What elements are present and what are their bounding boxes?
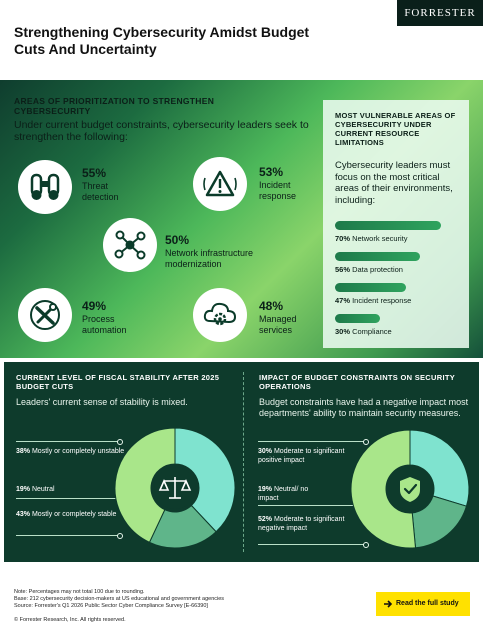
impact-label-negative: 52% Moderate to significant negative imp… bbox=[258, 516, 345, 532]
priority-label-threat-detection: Threat detection bbox=[82, 181, 119, 202]
priority-label-managed: Managed services bbox=[259, 314, 297, 335]
cta-label: Read the full study bbox=[396, 600, 459, 607]
copyright: © Forrester Research, Inc. All rights re… bbox=[14, 617, 126, 623]
fiscal-donut-slice-2 bbox=[114, 427, 176, 543]
fiscal-donut-slice-0 bbox=[174, 427, 236, 533]
network-icon bbox=[103, 218, 157, 272]
impact-donut-chart bbox=[350, 429, 470, 549]
read-full-study-button[interactable]: Read the full study bbox=[376, 592, 470, 616]
panel-divider bbox=[243, 372, 244, 552]
shield-check-icon bbox=[389, 468, 431, 510]
priorities-heading: AREAS OF PRIORITIZATION TO STRENGTHEN CY… bbox=[14, 96, 215, 116]
vulnerable-bar-label: 70% Network security bbox=[335, 234, 408, 243]
fiscal-leader-neutral bbox=[16, 496, 123, 502]
footer-note-source: Source: Forrester's Q1 2026 Public Secto… bbox=[14, 603, 208, 609]
vulnerable-bar-label: 56% Data protection bbox=[335, 265, 403, 274]
cloud-gear-icon bbox=[193, 288, 247, 342]
vulnerable-bar bbox=[335, 283, 406, 292]
fiscal-leader-stable bbox=[16, 533, 123, 539]
priority-pct-threat-detection: 55% bbox=[82, 166, 107, 180]
vulnerable-title: MOST VULNERABLE AREAS OF CYBERSECURITY U… bbox=[335, 111, 456, 147]
impact-donut-slice-0 bbox=[409, 429, 470, 507]
priority-pct-network: 50% bbox=[165, 233, 190, 247]
footer-notes: Note: Percentages may not total 100 due … bbox=[14, 589, 314, 610]
footer-note-base: Base: 212 cybersecurity decision-makers … bbox=[14, 596, 225, 602]
vulnerable-bar bbox=[335, 221, 441, 230]
vulnerable-bar bbox=[335, 314, 380, 323]
fiscal-subtitle: Leaders' current sense of stability is m… bbox=[16, 397, 188, 407]
fiscal-label-unstable: 38% Mostly or completely unstable bbox=[16, 448, 125, 455]
warning-icon bbox=[193, 157, 247, 211]
impact-title: IMPACT OF BUDGET CONSTRAINTS ON SECURITY… bbox=[259, 373, 455, 391]
footer-note-rounding: Note: Percentages may not total 100 due … bbox=[14, 589, 145, 595]
vulnerable-subtitle: Cybersecurity leaders must focus on the … bbox=[335, 160, 453, 206]
arrow-right-icon bbox=[384, 600, 393, 608]
tools-icon bbox=[18, 288, 72, 342]
page-title: Strengthening Cybersecurity Amidst Budge… bbox=[14, 24, 310, 57]
priority-pct-automation: 49% bbox=[82, 299, 107, 313]
vulnerable-bar bbox=[335, 252, 420, 261]
forrester-logo[interactable]: FORRESTER bbox=[397, 0, 483, 26]
priority-pct-incident-response: 53% bbox=[259, 165, 284, 179]
vulnerable-bar-label: 47% Incident response bbox=[335, 296, 412, 305]
fiscal-donut-chart bbox=[114, 427, 236, 549]
vulnerable-bar-label: 30% Compliance bbox=[335, 327, 392, 336]
impact-leader-positive bbox=[258, 439, 369, 445]
fiscal-label-stable: 43% Mostly or completely stable bbox=[16, 511, 117, 518]
fiscal-label-neutral: 19% Neutral bbox=[16, 486, 55, 493]
impact-donut-slice-2 bbox=[350, 429, 417, 549]
priority-label-incident-response: Incident response bbox=[259, 180, 297, 201]
fiscal-leader-unstable bbox=[16, 439, 123, 445]
scale-icon bbox=[154, 467, 196, 509]
priorities-subtitle: Under current budget constraints, cybers… bbox=[14, 119, 309, 143]
priority-pct-managed: 48% bbox=[259, 299, 284, 313]
impact-label-neutral: 19% Neutral/ no impact bbox=[258, 486, 309, 502]
impact-label-positive: 30% Moderate to significant positive imp… bbox=[258, 448, 345, 464]
fiscal-title: CURRENT LEVEL OF FISCAL STABILITY AFTER … bbox=[16, 373, 220, 391]
priority-label-automation: Process automation bbox=[82, 314, 127, 335]
impact-leader-negative bbox=[258, 542, 369, 548]
impact-subtitle: Budget constraints have had a negative i… bbox=[259, 397, 469, 418]
priority-label-network: Network infrastructure modernization bbox=[165, 248, 254, 269]
binoculars-icon bbox=[18, 160, 72, 214]
vulnerable-areas-card: MOST VULNERABLE AREAS OF CYBERSECURITY U… bbox=[323, 100, 469, 348]
